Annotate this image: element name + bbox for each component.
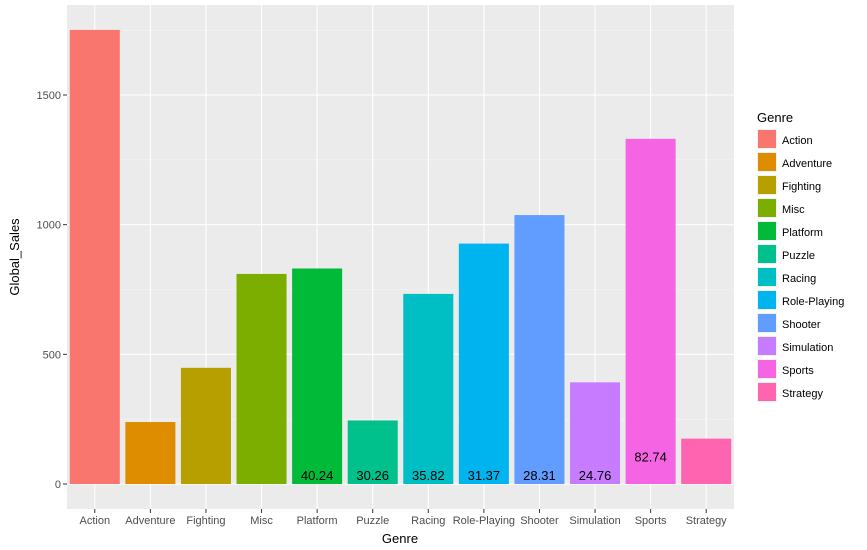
x-tick-label: Strategy [686, 515, 727, 527]
legend-swatch [758, 176, 776, 194]
legend-swatch [758, 199, 776, 217]
legend-label: Simulation [782, 342, 833, 354]
legend-swatch [758, 245, 776, 263]
y-axis-title: Global_Sales [7, 218, 22, 296]
legend-swatch [758, 291, 776, 309]
x-axis: Action Adventure Fighting Misc Platform Puzzl… [80, 509, 727, 527]
x-tick-label: Puzzle [356, 515, 389, 527]
y-tick-label: 0 [55, 479, 61, 491]
bars [69, 29, 732, 484]
bar-annotation: 31.37 [468, 468, 501, 483]
legend-title: Genre [757, 110, 793, 125]
legend-swatch [758, 130, 776, 148]
bar-annotation: 40.24 [301, 468, 334, 483]
bar-role-playing [458, 243, 509, 484]
bar-shooter [514, 215, 565, 484]
legend-label: Adventure [782, 158, 832, 170]
bar-annotation: 35.82 [412, 468, 445, 483]
x-axis-title: Genre [382, 531, 418, 546]
bar-annotation: 82.74 [634, 450, 667, 465]
legend-swatch [758, 383, 776, 401]
legend-label: Shooter [782, 319, 821, 331]
legend-label: Sports [782, 365, 814, 377]
legend-label: Platform [782, 227, 823, 239]
x-tick-label: Platform [297, 515, 338, 527]
bar-sports [625, 138, 676, 484]
bar-annotation: 30.26 [356, 468, 389, 483]
bar-annotation: 28.31 [523, 468, 556, 483]
x-tick-label: Fighting [186, 515, 225, 527]
y-tick-label: 500 [43, 349, 61, 361]
legend-swatch [758, 360, 776, 378]
bar-fighting [180, 367, 231, 484]
legend-swatch [758, 337, 776, 355]
bar-misc [236, 273, 287, 484]
legend-swatch [758, 222, 776, 240]
bar-annotations: 40.24 30.26 35.82 31.37 28.31 24.76 82.74 [301, 450, 667, 483]
legend-label: Racing [782, 273, 816, 285]
legend-label: Puzzle [782, 250, 815, 262]
bar-platform [292, 268, 343, 484]
legend-swatch [758, 153, 776, 171]
y-axis: 0 500 1000 1500 [37, 90, 67, 491]
x-tick-label: Racing [411, 515, 445, 527]
bar-strategy [681, 438, 732, 484]
legend-label: Misc [782, 204, 805, 216]
x-tick-label: Simulation [569, 515, 620, 527]
x-tick-label: Sports [635, 515, 667, 527]
bar-racing [403, 293, 454, 484]
bar-action [69, 29, 120, 484]
bar-adventure [125, 422, 176, 484]
x-tick-label: Misc [250, 515, 273, 527]
x-tick-label: Role-Playing [453, 515, 515, 527]
y-tick-label: 1000 [37, 220, 61, 232]
legend-swatch [758, 268, 776, 286]
x-tick-label: Adventure [125, 515, 175, 527]
legend-swatch [758, 314, 776, 332]
legend-label: Fighting [782, 181, 821, 193]
x-tick-label: Shooter [520, 515, 559, 527]
bar-puzzle [347, 420, 398, 484]
legend-label: Action [782, 135, 813, 147]
legend: Genre Action Adventure Fighting Misc Platfor… [757, 110, 844, 402]
x-tick-label: Action [80, 515, 111, 527]
y-tick-label: 1500 [37, 90, 61, 102]
legend-label: Strategy [782, 388, 823, 400]
bar-simulation [570, 382, 621, 484]
legend-label: Role-Playing [782, 296, 844, 308]
bar-annotation: 24.76 [579, 468, 612, 483]
plot-panel [67, 5, 734, 509]
